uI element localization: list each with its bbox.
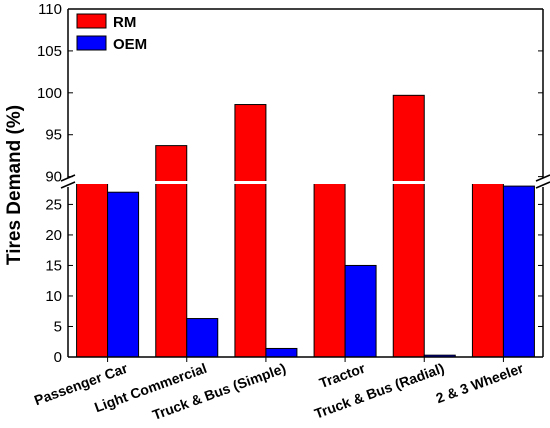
x-tick-label-5: 2 & 3 Wheeler (434, 360, 526, 407)
y-tick-label-upper-4: 110 (38, 1, 62, 18)
legend-swatch-rm (76, 13, 107, 29)
y-tick-label-lower-3: 15 (45, 257, 62, 274)
legend-swatch-oem (76, 35, 107, 51)
break-mark-a-1 (535, 174, 550, 182)
bar-rm-0 (76, 182, 109, 358)
y-tick-label-upper-2: 100 (37, 85, 62, 102)
legend-label-rm: RM (113, 14, 136, 31)
bar-rm-1 (155, 145, 188, 358)
y-tick-label-lower-2: 10 (45, 288, 62, 305)
y-tick-label-lower-4: 20 (45, 227, 62, 244)
y-tick-label-upper-0: 90 (45, 169, 62, 186)
axis-break-gap (60, 181, 550, 184)
bar-rm-2 (234, 104, 267, 358)
break-mark-b-1 (535, 181, 550, 189)
x-tick-label-2: Truck & Bus (Simple) (150, 360, 288, 423)
y-tick-label-upper-1: 95 (45, 127, 62, 144)
bar-rm-3 (313, 182, 346, 358)
bar-oem-0 (107, 191, 140, 358)
y-axis-label: Tires Demand (%) (4, 105, 25, 265)
break-mark-a-0 (60, 174, 76, 182)
x-tick-label-4: Truck & Bus (Radial) (312, 360, 446, 422)
bar-oem-3 (344, 264, 377, 358)
bar-oem-1 (186, 318, 219, 358)
bar-oem-5 (502, 185, 535, 358)
break-mark-b-0 (60, 181, 76, 189)
y-tick-label-upper-3: 105 (37, 43, 62, 60)
y-tick-label-lower-0: 0 (54, 349, 62, 366)
bar-rm-4 (392, 94, 425, 358)
legend-label-oem: OEM (113, 36, 147, 53)
y-tick-label-lower-5: 25 (45, 196, 62, 213)
legend: RM OEM (76, 13, 147, 53)
bars-layer (76, 94, 535, 358)
x-tick-label-3: Tractor (317, 360, 368, 391)
y-tick-label-lower-1: 5 (54, 318, 62, 335)
bar-oem-2 (265, 347, 298, 358)
bar-rm-5 (471, 182, 504, 358)
